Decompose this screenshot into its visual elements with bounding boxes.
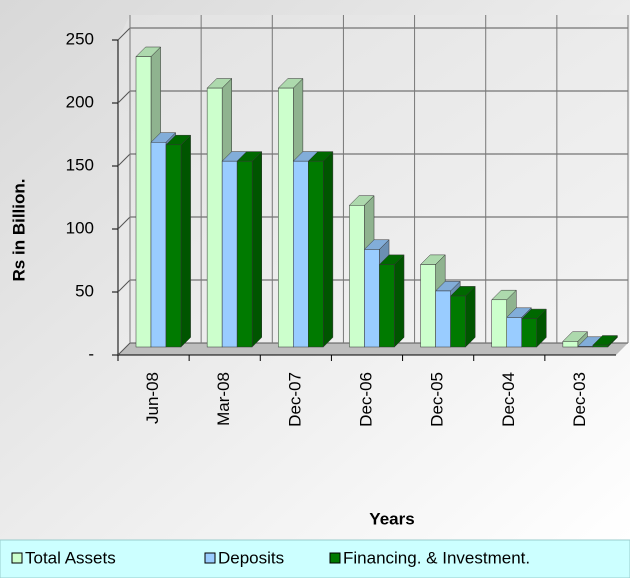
legend-swatch [11, 552, 23, 564]
bar [293, 160, 309, 348]
bar [592, 344, 609, 348]
bar [135, 56, 152, 348]
legend: Total Assets Deposits Financing. & Investm… [11, 548, 530, 567]
y-tick-label: 200 [66, 92, 94, 111]
legend-swatch [204, 552, 216, 564]
bar [506, 317, 522, 348]
bar-side [251, 150, 262, 348]
bar-side [465, 285, 476, 348]
bar [150, 142, 167, 348]
bar [562, 341, 579, 348]
x-tick-label: Dec-07 [285, 372, 304, 427]
bar-side [394, 254, 405, 348]
x-tick-label: Dec-06 [356, 372, 375, 427]
bar [450, 295, 466, 348]
x-tick-label: Dec-04 [499, 372, 518, 427]
bar-side [323, 150, 334, 348]
bar [165, 144, 182, 348]
x-tick-label: Jun-08 [143, 372, 162, 424]
bar [308, 160, 324, 348]
legend-label: Deposits [218, 548, 284, 567]
bar-side [180, 134, 191, 348]
bar [221, 160, 238, 348]
y-tick-label: 250 [66, 29, 94, 48]
x-axis-title: Years [369, 509, 414, 528]
legend-label: Financing. & Investment. [343, 548, 530, 567]
bar [278, 87, 294, 348]
bar [577, 346, 594, 348]
legend-label: Total Assets [25, 548, 116, 567]
y-tick-label: - [88, 344, 94, 363]
bar [349, 205, 365, 348]
bar [420, 264, 436, 348]
legend-swatch [329, 552, 341, 564]
x-tick-label: Dec-03 [570, 372, 589, 427]
y-tick-label: 50 [75, 281, 94, 300]
bar [435, 290, 451, 348]
bar [379, 264, 395, 348]
legend-band [0, 539, 630, 578]
bar [491, 299, 507, 348]
bar [206, 87, 223, 348]
bar [521, 318, 537, 348]
bar [364, 249, 380, 348]
y-tick-label: 100 [66, 218, 94, 237]
bar [236, 160, 253, 348]
y-tick-label: 150 [66, 155, 94, 174]
x-tick-label: Mar-08 [214, 372, 233, 426]
x-tick-label: Dec-05 [428, 372, 447, 427]
y-axis-title: Rs in Billion. [9, 179, 28, 282]
